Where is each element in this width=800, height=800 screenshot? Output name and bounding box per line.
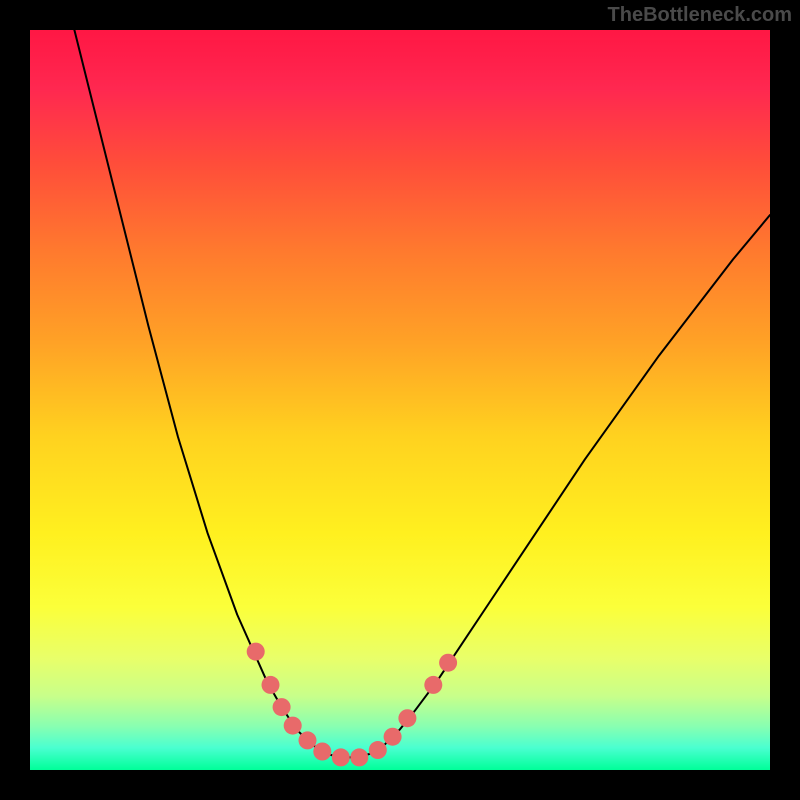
bottleneck-curve xyxy=(74,30,770,757)
marker-dot xyxy=(369,741,387,759)
optimal-range-markers xyxy=(247,643,457,767)
plot-area xyxy=(30,30,770,770)
marker-dot xyxy=(439,654,457,672)
marker-dot xyxy=(384,728,402,746)
marker-dot xyxy=(284,717,302,735)
watermark-text: TheBottleneck.com xyxy=(608,4,792,27)
marker-dot xyxy=(262,676,280,694)
marker-dot xyxy=(424,676,442,694)
marker-dot xyxy=(350,748,368,766)
marker-dot xyxy=(313,743,331,761)
marker-dot xyxy=(247,643,265,661)
marker-dot xyxy=(332,748,350,766)
marker-dot xyxy=(273,698,291,716)
marker-dot xyxy=(398,709,416,727)
curve-layer xyxy=(30,30,770,770)
marker-dot xyxy=(299,731,317,749)
